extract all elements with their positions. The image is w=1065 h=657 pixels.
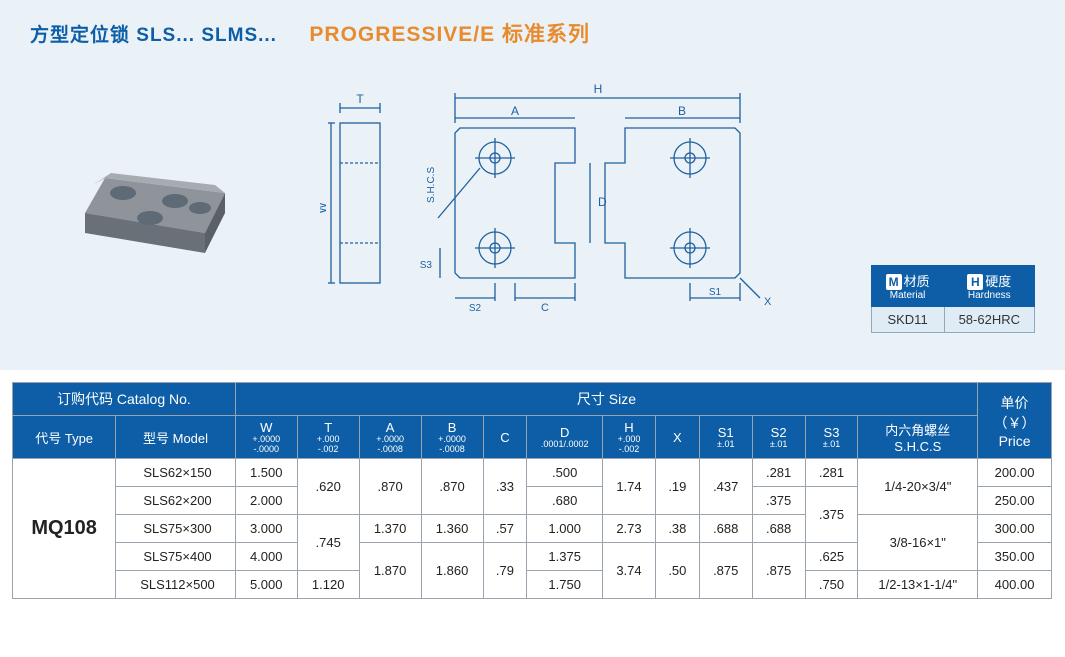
hdr-size: 尺寸 Size bbox=[235, 383, 977, 416]
hdr-X: X bbox=[655, 416, 699, 459]
svg-text:D: D bbox=[598, 195, 607, 209]
svg-text:A: A bbox=[511, 104, 519, 118]
hdr-type: 代号 Type bbox=[13, 416, 116, 459]
svg-text:S3: S3 bbox=[420, 260, 433, 271]
material-table: M材质 Material H硬度 Hardness SKD11 58-62HRC bbox=[871, 265, 1035, 333]
hdr-H: H+.000-.002 bbox=[603, 416, 656, 459]
table-row: MQ108 SLS62×150 1.500 .620 .870 .870 .33… bbox=[13, 459, 1052, 487]
hardness-value: 58-62HRC bbox=[944, 307, 1034, 333]
material-header: M材质 Material bbox=[871, 266, 944, 307]
type-code: MQ108 bbox=[13, 459, 116, 599]
title-cn: 方型定位锁 SLS... SLMS... bbox=[30, 25, 277, 46]
hdr-B: B+.0000-.0008 bbox=[421, 416, 483, 459]
top-panel: 方型定位锁 SLS... SLMS... PROGRESSIVE/E 标准系列 bbox=[0, 0, 1065, 370]
hdr-model: 型号 Model bbox=[116, 416, 236, 459]
table-row: SLS112×500 5.000 1.120 1.750 .750 1/2-13… bbox=[13, 571, 1052, 599]
hdr-C: C bbox=[483, 416, 527, 459]
material-value: SKD11 bbox=[871, 307, 944, 333]
svg-text:S1: S1 bbox=[709, 287, 722, 298]
hdr-SHCS: 内六角螺丝S.H.C.S bbox=[858, 416, 978, 459]
hdr-W: W+.0000-.0000 bbox=[235, 416, 297, 459]
hdr-A: A+.0000-.0008 bbox=[359, 416, 421, 459]
svg-text:C: C bbox=[541, 302, 549, 314]
hdr-S1: S1±.01 bbox=[699, 416, 752, 459]
hdr-price: 单价 （￥） Price bbox=[978, 383, 1052, 459]
title-en: PROGRESSIVE/E 标准系列 bbox=[309, 23, 590, 46]
technical-drawing: T W H bbox=[320, 73, 780, 333]
hdr-S2: S2±.01 bbox=[752, 416, 805, 459]
svg-text:S.H.C.S: S.H.C.S bbox=[426, 167, 437, 203]
hdr-S3: S3±.01 bbox=[805, 416, 858, 459]
table-row: SLS75×300 3.000 .745 1.370 1.360 .57 1.0… bbox=[13, 515, 1052, 543]
svg-text:B: B bbox=[678, 104, 686, 118]
svg-text:X: X bbox=[764, 296, 772, 308]
hdr-T: T+.000-.002 bbox=[297, 416, 359, 459]
svg-text:T: T bbox=[356, 92, 364, 106]
title-row: 方型定位锁 SLS... SLMS... PROGRESSIVE/E 标准系列 bbox=[30, 18, 1045, 48]
svg-text:H: H bbox=[594, 82, 603, 96]
spec-table: 订购代码 Catalog No. 尺寸 Size 单价 （￥） Price 代号… bbox=[12, 382, 1052, 599]
hardness-header: H硬度 Hardness bbox=[944, 266, 1034, 307]
product-photo bbox=[65, 123, 245, 263]
diagram-area: T W H bbox=[30, 63, 1045, 343]
svg-text:W: W bbox=[320, 202, 329, 214]
hdr-catalog: 订购代码 Catalog No. bbox=[13, 383, 236, 416]
hdr-D: D.0001/.0002 bbox=[527, 416, 603, 459]
svg-text:S2: S2 bbox=[469, 303, 482, 314]
